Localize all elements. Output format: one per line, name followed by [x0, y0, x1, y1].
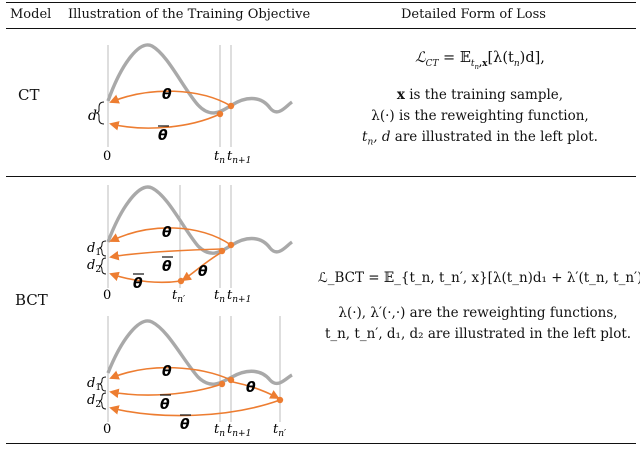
bct2-tick-tn: tn [214, 422, 225, 439]
bct1-arrow-theta-tnp [181, 251, 223, 282]
bct2-point-tn [218, 380, 226, 388]
bct2-arrow-theta-tnp [232, 381, 280, 399]
ct-loss-line1: x is the training sample, [396, 87, 564, 103]
bct2-point-tn1 [227, 376, 235, 384]
bct2-theta2-label: θ [246, 380, 256, 396]
ct-thetabar-label: θ [158, 128, 168, 144]
row-divider [6, 176, 636, 177]
ct-point-tn [216, 110, 224, 118]
bct2-thetabar2-label: θ [180, 417, 190, 433]
ct-tick-zero: 0 [103, 149, 111, 164]
bct2-thetabar-label: θ [160, 397, 170, 413]
ct-loss-line2: λ(·) is the reweighting function, [371, 108, 589, 124]
bct2-tick-tn1: tn+1 [227, 422, 251, 439]
bct2-theta-label: θ [162, 364, 172, 380]
bct-loss-equation: ℒ_BCT = 𝔼_{t_n, t_n′, x}[λ(t_n)d₁ + λ′(t… [318, 270, 640, 286]
ct-d-brace [95, 101, 105, 125]
bct2-curve [106, 319, 293, 386]
header-rule [6, 28, 636, 29]
model-bct: BCT [15, 291, 48, 309]
bct-loss-line2: t_n, t_n′, d₁, d₂ are illustrated in the… [324, 326, 632, 342]
bct1-curve [106, 185, 294, 255]
bct1-d1-brace [98, 240, 107, 257]
bct1-thetabar-label: θ [162, 259, 172, 275]
header-loss: Detailed Form of Loss [401, 7, 546, 22]
bct1-tick-tnp: tn′ [172, 288, 185, 305]
bct1-d2-label: d2 [87, 258, 101, 275]
ct-d-label: d [88, 108, 97, 124]
bct2-d2-label: d2 [87, 393, 101, 410]
ct-loss-line3: tn, d are illustrated in the left plot. [362, 129, 598, 148]
ct-illustration: θ θ d 0 tn tn+1 [88, 43, 294, 166]
bct2-d1-label: d1 [87, 376, 101, 393]
bct1-d2-brace [98, 257, 107, 275]
bct1-thetabar2-label: θ [133, 276, 143, 292]
bct1-arrow-thetabar [109, 248, 223, 261]
bct2-arrow-thetabar [109, 383, 223, 399]
bct1-theta2-label: θ [198, 264, 208, 280]
bct1-tick-tn: tn [214, 288, 225, 305]
bct1-point-tn1 [227, 241, 235, 249]
ct-curve [106, 43, 294, 115]
ct-tick-tn: tn [214, 149, 225, 166]
bct2-d1-brace [98, 376, 107, 392]
bct-loss-line1: λ(·), λ′(·,·) are the reweighting functi… [338, 305, 618, 321]
bct1-theta-label: θ [162, 225, 172, 241]
bct1-point-tn [218, 247, 226, 255]
bct2-tick-zero: 0 [103, 422, 111, 437]
bct1-point-tnp [177, 277, 185, 285]
bct1-tick-zero: 0 [103, 288, 111, 303]
top-rule [6, 2, 636, 4]
bct1-d1-label: d1 [87, 241, 101, 258]
bct1-arrow-theta [109, 227, 232, 246]
bottom-rule [6, 443, 636, 445]
bct2-arrow-theta [109, 366, 232, 381]
bct1-arrow-thetabar-tnp [109, 271, 182, 284]
ct-arrow-theta [109, 90, 232, 107]
bct2-arrow-thetabar-tnp [109, 399, 281, 417]
bct2-tick-tnp: tn′ [273, 422, 286, 439]
model-ct: CT [18, 86, 40, 104]
ct-theta-label: θ [162, 87, 172, 103]
header-illustration: Illustration of the Training Objective [68, 7, 311, 22]
ct-arrow-thetabar [109, 113, 221, 131]
ct-tick-tn1: tn+1 [227, 149, 251, 166]
header-model: Model [10, 7, 52, 22]
bct1-tick-tn1: tn+1 [227, 288, 251, 305]
bct2-d2-brace [98, 392, 107, 410]
bct2-point-tnp [276, 396, 284, 404]
bct-illustration-top: θ θ θ θ d1 d2 0 tn′ tn tn+1 [87, 185, 294, 305]
bct-illustration-bottom: θ θ θ θ d1 d2 0 tn tn+1 tn′ [87, 316, 293, 439]
ct-point-tn1 [227, 102, 235, 110]
ct-loss-equation: ℒCT = 𝔼tn,x[λ(tn)d], [415, 50, 545, 71]
